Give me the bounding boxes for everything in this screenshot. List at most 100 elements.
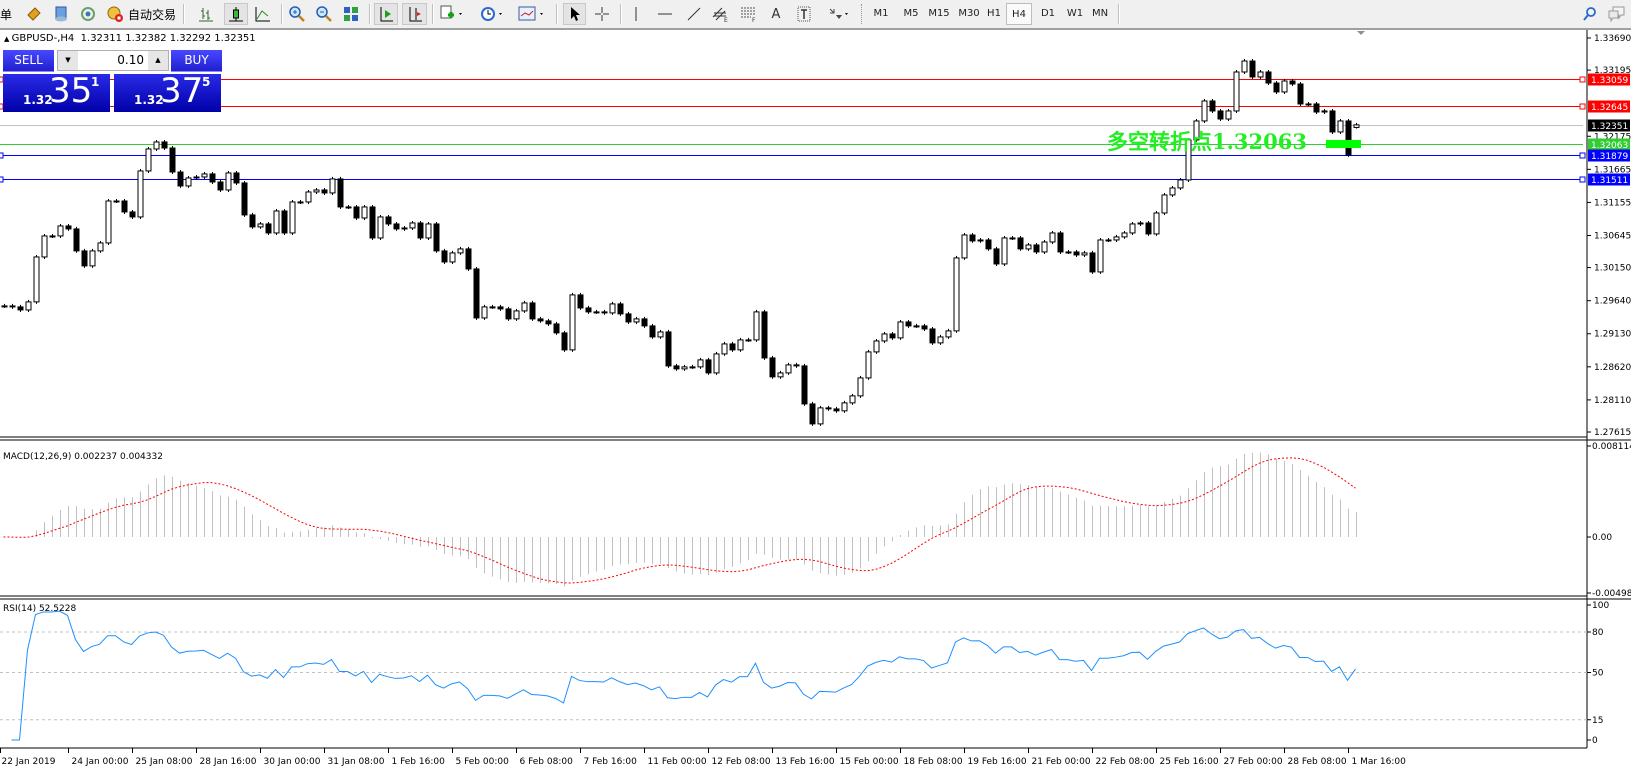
lot-increase-icon[interactable]: ▲ <box>148 51 168 70</box>
candle-body <box>1353 124 1360 128</box>
navigator-icon[interactable] <box>51 3 71 25</box>
candle <box>1129 221 1136 235</box>
candle <box>865 349 872 380</box>
signals-icon[interactable] <box>78 3 98 25</box>
macd-axis-label: 0.00 <box>1592 533 1612 543</box>
candle <box>601 309 608 315</box>
candle-body <box>433 223 440 252</box>
crosshair-icon[interactable] <box>591 3 613 25</box>
timeframe-m1[interactable]: M1 <box>873 8 889 19</box>
bar-chart-icon[interactable] <box>195 3 217 25</box>
timeframe-m15[interactable]: M15 <box>928 8 950 19</box>
candle-body <box>305 191 312 203</box>
candle-body <box>1073 251 1080 256</box>
arrows-dropdown[interactable] <box>824 3 854 25</box>
candle <box>297 199 304 204</box>
autotrading-icon[interactable] <box>104 3 126 25</box>
candle <box>1209 98 1216 113</box>
buy-price-box[interactable]: 1.32 37 5 <box>114 71 221 112</box>
chat-icon[interactable] <box>1606 3 1628 25</box>
zoom-out-icon[interactable] <box>313 3 335 25</box>
candle-body <box>817 407 824 425</box>
candle <box>249 212 256 229</box>
tile-windows-icon[interactable] <box>340 3 362 25</box>
open-value: 1.32311 <box>80 33 123 44</box>
pivot-annotation[interactable]: 多空转折点1.32063 <box>1107 129 1307 154</box>
text-tool-icon[interactable]: A <box>771 6 781 22</box>
candle <box>185 175 192 188</box>
candle <box>353 204 360 220</box>
candle-body <box>545 320 552 325</box>
candle <box>1177 177 1184 190</box>
close-value: 1.32351 <box>214 33 256 44</box>
candlestick-chart-icon[interactable] <box>224 3 248 25</box>
timeframe-h1[interactable]: H1 <box>987 8 1001 19</box>
equidistant-channel-icon[interactable]: E <box>710 3 732 25</box>
timeframe-m5[interactable]: M5 <box>903 8 919 19</box>
candle <box>273 208 280 235</box>
timeframe-h4[interactable]: H4 <box>1006 3 1032 25</box>
lot-size-input[interactable]: 0.10 <box>117 53 144 67</box>
candle <box>1137 220 1144 226</box>
buy-price-prefix: 1.32 <box>134 93 164 107</box>
buy-button[interactable]: BUY <box>171 50 222 72</box>
sell-price-box[interactable]: 1.32 35 1 <box>3 71 110 112</box>
lot-size-stepper[interactable]: ▼ 0.10 ▲ <box>57 50 169 71</box>
candle <box>489 304 496 309</box>
candle <box>201 171 208 179</box>
svg-text:F: F <box>752 17 756 23</box>
zoom-in-icon[interactable] <box>286 3 308 25</box>
indicators-dropdown[interactable] <box>437 3 467 25</box>
sell-button[interactable]: SELL <box>3 50 54 72</box>
svg-text:E: E <box>724 17 728 23</box>
toolbar-separator <box>432 4 434 24</box>
time-axis-label: 5 Feb 00:00 <box>456 757 510 767</box>
vertical-line-icon[interactable] <box>626 3 646 25</box>
candle-body <box>953 257 960 332</box>
candle-body <box>409 222 416 229</box>
toolbar-grip[interactable] <box>860 4 862 24</box>
new-order-label[interactable]: 单 <box>0 7 13 22</box>
templates-dropdown[interactable] <box>516 3 548 25</box>
toolbar-separator <box>620 4 622 24</box>
candle <box>889 331 896 340</box>
candle <box>1169 185 1176 197</box>
candle-body <box>625 313 632 323</box>
timeframe-w1[interactable]: W1 <box>1066 8 1084 19</box>
macd-axis-label: -0.004986 <box>1592 589 1631 599</box>
candle <box>745 337 752 342</box>
periods-dropdown[interactable] <box>477 3 507 25</box>
line-chart-icon[interactable] <box>252 3 274 25</box>
timeframe-m30[interactable]: M30 <box>958 8 980 19</box>
horizontal-line-icon[interactable] <box>655 3 675 25</box>
candle-body <box>441 250 448 263</box>
line-handle <box>1579 76 1586 83</box>
candle-body <box>57 225 64 237</box>
search-icon[interactable] <box>1580 3 1600 25</box>
autotrading-button[interactable]: 自动交易 <box>127 7 176 22</box>
candle <box>417 220 424 240</box>
timeframe-d1[interactable]: D1 <box>1040 8 1056 19</box>
auto-scroll-icon[interactable] <box>374 3 398 25</box>
candle <box>737 337 744 352</box>
candle-body <box>1113 236 1120 241</box>
candle <box>209 171 216 184</box>
candle <box>577 292 584 310</box>
candle-body <box>1201 100 1208 122</box>
candle-body <box>137 170 144 218</box>
metaeditor-icon[interactable] <box>24 3 44 25</box>
lot-decrease-icon[interactable]: ▼ <box>58 51 78 70</box>
fibonacci-icon[interactable]: F <box>738 3 760 25</box>
collapse-arrow-icon[interactable]: ▲ <box>4 35 12 43</box>
candle <box>721 341 728 356</box>
price-label-box <box>1588 100 1630 113</box>
text-label-icon[interactable] <box>794 3 814 25</box>
timeframe-mn[interactable]: MN <box>1091 8 1109 19</box>
candle <box>857 375 864 398</box>
candle-body <box>737 339 744 351</box>
cursor-icon[interactable] <box>563 3 586 25</box>
trendline-icon[interactable] <box>684 3 704 25</box>
candle-body <box>521 302 528 312</box>
chart-shift-icon[interactable] <box>402 3 427 25</box>
